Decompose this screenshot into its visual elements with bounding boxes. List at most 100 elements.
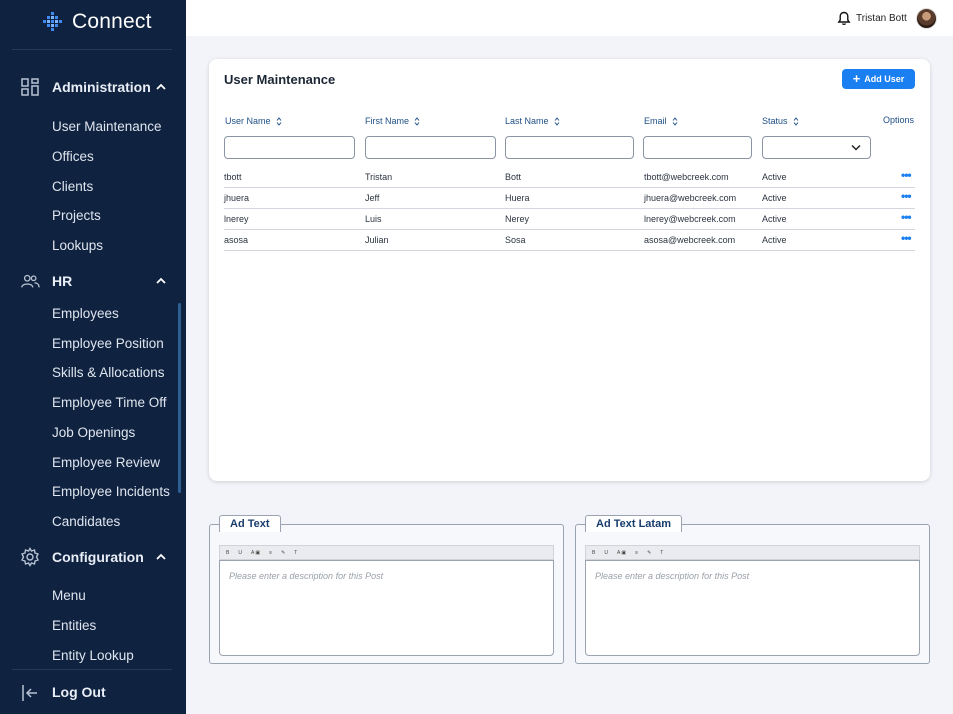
column-header-first-name[interactable]: First Name: [365, 116, 420, 126]
cell-status: Active: [762, 193, 787, 203]
sort-icon: [793, 116, 798, 126]
sidebar-item-menu[interactable]: Menu: [52, 588, 86, 603]
clear-format-icon[interactable]: T: [660, 549, 664, 556]
column-label: First Name: [365, 116, 410, 126]
cell-first-name: Luis: [365, 214, 382, 224]
table-row[interactable]: jhuera Jeff Huera jhuera@webcreek.com Ac…: [224, 188, 915, 209]
sidebar-section-hr[interactable]: HR: [0, 268, 186, 294]
sidebar-item-user-maintenance[interactable]: User Maintenance: [52, 119, 162, 134]
cell-status: Active: [762, 214, 787, 224]
logout-icon: [20, 683, 40, 703]
gear-icon: [20, 547, 40, 567]
cell-last-name: Sosa: [505, 235, 526, 245]
bell-icon[interactable]: [837, 11, 851, 26]
add-user-button[interactable]: + Add User: [842, 69, 915, 89]
sidebar-item-candidates[interactable]: Candidates: [52, 514, 121, 529]
list-icon[interactable]: ≡: [269, 549, 273, 556]
dashboard-icon: [20, 77, 40, 97]
font-color-icon[interactable]: A ▣: [616, 549, 627, 556]
connect-logo-icon: [43, 12, 62, 31]
sidebar-item-employee-position[interactable]: Employee Position: [52, 336, 164, 351]
ad-text-latam-input[interactable]: Please enter a description for this Post: [585, 560, 920, 656]
column-header-user-name[interactable]: User Name: [225, 116, 282, 126]
more-options-icon[interactable]: •••: [901, 231, 912, 245]
list-icon[interactable]: ≡: [635, 549, 639, 556]
filter-email-input[interactable]: [643, 136, 752, 159]
sidebar-item-clients[interactable]: Clients: [52, 179, 94, 194]
sidebar-item-employee-incidents[interactable]: Employee Incidents: [52, 484, 170, 499]
bold-icon[interactable]: B: [592, 549, 596, 556]
sort-icon: [414, 116, 420, 126]
editor-placeholder: Please enter a description for this Post: [595, 571, 750, 581]
sidebar-item-projects[interactable]: Projects: [52, 208, 101, 223]
user-name[interactable]: Tristan Bott: [856, 13, 907, 24]
column-label: User Name: [225, 116, 271, 126]
column-label: Status: [762, 116, 788, 126]
filter-status-select[interactable]: [762, 136, 871, 159]
cell-last-name: Huera: [505, 193, 530, 203]
sidebar-item-lookups[interactable]: Lookups: [52, 238, 104, 253]
sidebar-item-entities[interactable]: Entities: [52, 618, 97, 633]
font-color-icon[interactable]: A ▣: [250, 549, 261, 556]
filter-user-name-input[interactable]: [224, 136, 355, 159]
logout-label: Log Out: [52, 684, 106, 700]
sidebar-section-administration[interactable]: Administration: [0, 74, 186, 100]
column-header-status[interactable]: Status: [762, 116, 799, 126]
table-row[interactable]: tbott Tristan Bott tbott@webcreek.com Ac…: [224, 167, 915, 188]
sidebar: Connect Administration User Maintenance …: [0, 0, 186, 714]
column-header-last-name[interactable]: Last Name: [505, 116, 560, 126]
cell-first-name: Jeff: [365, 193, 380, 203]
sidebar-item-job-openings[interactable]: Job Openings: [52, 425, 136, 440]
underline-icon[interactable]: U: [238, 549, 242, 556]
sidebar-item-skills-allocations[interactable]: Skills & Allocations: [52, 365, 165, 380]
column-header-options: Options: [883, 115, 915, 125]
sidebar-item-employee-time-off[interactable]: Employee Time Off: [52, 395, 167, 410]
cell-status: Active: [762, 172, 787, 182]
cell-first-name: Julian: [365, 235, 389, 245]
chevron-up-icon[interactable]: [155, 275, 167, 287]
chevron-up-icon[interactable]: [155, 551, 167, 563]
more-options-icon[interactable]: •••: [901, 210, 912, 224]
chevron-down-icon: [851, 144, 861, 151]
cell-email: tbott@webcreek.com: [644, 172, 729, 182]
filter-first-name-input[interactable]: [365, 136, 496, 159]
sidebar-item-employee-review[interactable]: Employee Review: [52, 455, 161, 470]
sidebar-item-entity-lookup[interactable]: Entity Lookup: [52, 648, 134, 663]
chevron-up-icon[interactable]: [155, 81, 167, 93]
cell-first-name: Tristan: [365, 172, 393, 182]
sidebar-item-offices[interactable]: Offices: [52, 149, 94, 164]
editor-placeholder: Please enter a description for this Post: [229, 571, 384, 581]
app-logo[interactable]: Connect: [42, 10, 152, 34]
filter-last-name-input[interactable]: [505, 136, 634, 159]
sidebar-item-employees[interactable]: Employees: [52, 306, 119, 321]
more-options-icon[interactable]: •••: [901, 189, 912, 203]
sidebar-section-configuration[interactable]: Configuration: [0, 544, 186, 570]
bold-icon[interactable]: B: [226, 549, 230, 556]
table-row[interactable]: asosa Julian Sosa asosa@webcreek.com Act…: [224, 230, 915, 251]
sidebar-scrollbar[interactable]: [178, 303, 181, 493]
users-icon: [20, 271, 40, 291]
add-user-label: Add User: [864, 74, 905, 84]
editor-toolbar: B U A ▣ ≡ ✎ T: [585, 545, 920, 560]
link-icon[interactable]: ✎: [647, 549, 652, 556]
clear-format-icon[interactable]: T: [294, 549, 298, 556]
link-icon[interactable]: ✎: [281, 549, 286, 556]
editor-toolbar: B U A ▣ ≡ ✎ T: [219, 545, 554, 560]
ad-text-input[interactable]: Please enter a description for this Post: [219, 560, 554, 656]
column-header-email[interactable]: Email: [644, 116, 678, 126]
logout-button[interactable]: Log Out: [0, 682, 186, 704]
ad-text-latam-label: Ad Text Latam: [585, 515, 682, 532]
sort-icon: [276, 116, 281, 126]
cell-last-name: Nerey: [505, 214, 530, 224]
sort-icon: [554, 116, 559, 126]
underline-icon[interactable]: U: [604, 549, 608, 556]
more-options-icon[interactable]: •••: [901, 168, 912, 182]
ad-text-label: Ad Text: [219, 515, 281, 532]
table-row[interactable]: lnerey Luis Nerey lnerey@webcreek.com Ac…: [224, 209, 915, 230]
cell-user-name: asosa: [224, 235, 249, 245]
column-label: Email: [644, 116, 667, 126]
ad-text-editor: B U A ▣ ≡ ✎ T Please enter a description…: [209, 524, 564, 664]
avatar[interactable]: [916, 8, 937, 29]
cell-user-name: jhuera: [224, 193, 250, 203]
sort-icon: [672, 116, 677, 126]
